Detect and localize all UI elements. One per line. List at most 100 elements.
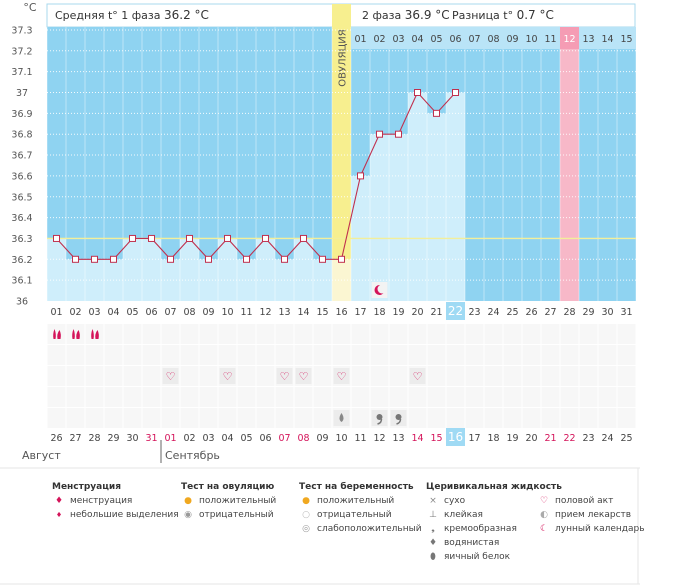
cycle-day-label: 14 xyxy=(297,307,309,318)
event-cell xyxy=(104,324,123,344)
creamy-icon xyxy=(395,414,402,420)
phase2-day-label: 14 xyxy=(601,34,613,45)
cycle-day-label: 06 xyxy=(145,307,157,318)
event-cell xyxy=(541,345,560,365)
calendar-date-label: 21 xyxy=(544,433,556,444)
event-cell xyxy=(351,387,370,407)
phase2-day-label: 13 xyxy=(582,34,594,45)
event-cell xyxy=(313,387,332,407)
temperature-point xyxy=(205,255,212,263)
event-cell xyxy=(598,345,617,365)
event-cell xyxy=(142,324,161,344)
cycle-day-label: 24 xyxy=(487,307,499,318)
temperature-point xyxy=(148,234,155,242)
event-cell xyxy=(408,345,427,365)
event-cell xyxy=(161,408,180,428)
menstruation-drop-icon xyxy=(57,330,61,339)
phase2-day-label: 02 xyxy=(373,34,385,45)
legend-cervical-sticky: ⊥ клейкая xyxy=(426,508,562,522)
event-cell xyxy=(541,387,560,407)
cycle-day-label: 30 xyxy=(601,307,613,318)
watery-drop-icon xyxy=(339,413,344,422)
event-cell xyxy=(446,345,465,365)
event-cell xyxy=(142,387,161,407)
event-cell xyxy=(275,408,294,428)
cycle-day-label: 16 xyxy=(335,307,347,318)
event-cell xyxy=(370,387,389,407)
event-cell xyxy=(332,324,351,344)
event-cell xyxy=(85,324,104,344)
event-cell xyxy=(123,324,142,344)
cycle-day-label: 28 xyxy=(563,307,575,318)
event-cell xyxy=(294,345,313,365)
event-cell xyxy=(85,345,104,365)
y-tick-label: 36.1 xyxy=(11,276,32,287)
event-cell xyxy=(218,387,237,407)
menstruation-drop-icon xyxy=(72,329,75,339)
creamy-icon-tail xyxy=(377,418,383,425)
event-cell xyxy=(237,366,256,386)
event-cell xyxy=(503,324,522,344)
event-cell xyxy=(275,324,294,344)
diff-value: 0.7 °C xyxy=(517,8,554,22)
event-cell xyxy=(47,324,66,344)
cycle-day-label: 02 xyxy=(69,307,81,318)
svg-text:Средняя t° 1 фаза 36.2 °C: Средняя t° 1 фаза 36.2 °C xyxy=(55,8,209,22)
legend-cervical-dry: × сухо xyxy=(426,494,562,508)
ovulation-label: ОВУЛЯЦИЯ xyxy=(338,29,349,87)
event-cell xyxy=(617,324,636,344)
heart-icon: ♡ xyxy=(539,496,549,506)
heart-icon: ♡ xyxy=(299,370,309,383)
event-cell xyxy=(617,366,636,386)
event-cell xyxy=(66,408,85,428)
event-cell xyxy=(389,387,408,407)
phase2-day-label: 04 xyxy=(411,34,423,45)
temperature-point xyxy=(433,109,440,117)
y-tick-label: 36.9 xyxy=(11,109,32,120)
y-tick-label: 37.3 xyxy=(11,25,32,36)
event-cell xyxy=(351,345,370,365)
event-cell xyxy=(85,408,104,428)
event-cell xyxy=(256,366,275,386)
event-cell xyxy=(256,345,275,365)
cycle-day-label: 20 xyxy=(411,307,423,318)
pregnancy-weak-icon: ◎ xyxy=(302,524,310,534)
event-cell xyxy=(389,345,408,365)
event-cell xyxy=(237,345,256,365)
event-cell xyxy=(180,324,199,344)
event-cell xyxy=(503,366,522,386)
event-cell xyxy=(427,366,446,386)
temp-bar xyxy=(85,259,104,301)
event-cell xyxy=(446,324,465,344)
event-cell xyxy=(294,387,313,407)
event-cell xyxy=(522,366,541,386)
event-cell xyxy=(446,408,465,428)
svg-text:2 фаза 36.9 °C: 2 фаза 36.9 °C xyxy=(362,8,450,22)
event-cell xyxy=(370,366,389,386)
plot-area: ОВУЛЯЦИЯ 01 02 03 04 05 06 07 08 09 10 11 12 13 14 15 xyxy=(46,4,637,301)
event-cell xyxy=(560,345,579,365)
event-cell xyxy=(465,387,484,407)
intercourse-cell xyxy=(219,368,236,384)
cycle-day-label: 27 xyxy=(544,307,556,318)
calendar-date-label: 30 xyxy=(126,433,138,444)
temperature-point xyxy=(319,255,326,263)
cycle-day-label: 05 xyxy=(126,307,138,318)
event-cell xyxy=(427,408,446,428)
phase2-value: 36.9 °C xyxy=(405,8,450,22)
calendar-date-label: 06 xyxy=(259,433,271,444)
event-cell xyxy=(199,408,218,428)
event-cell xyxy=(579,324,598,344)
legend-pregtest-weak: ◎ слабоположительный xyxy=(299,522,422,536)
event-cell xyxy=(104,408,123,428)
event-cell xyxy=(351,408,370,428)
calendar-date-label: 01 xyxy=(164,433,176,444)
menstruation-drop-icon xyxy=(95,330,99,339)
cycle-day-label: 09 xyxy=(202,307,214,318)
cycle-day-label: 11 xyxy=(240,307,252,318)
diff-label: Разница t° xyxy=(452,9,513,22)
event-cell xyxy=(161,324,180,344)
cycle-day-label: 29 xyxy=(582,307,594,318)
calendar-date-label: 08 xyxy=(297,433,309,444)
event-cell xyxy=(85,366,104,386)
